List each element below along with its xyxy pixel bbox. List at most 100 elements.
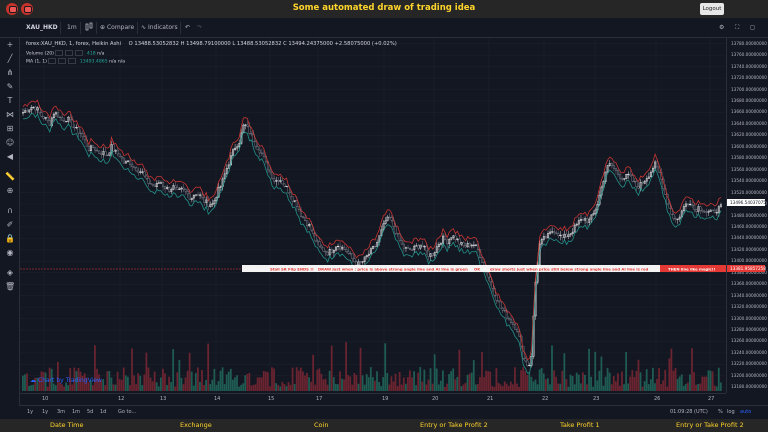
volume-bar xyxy=(176,372,179,391)
symbol-selector[interactable]: XAU_HKD xyxy=(26,24,58,31)
price-chart[interactable]: Stall SR Flip ENDS !! DRAW just when : p… xyxy=(20,38,726,393)
timeframe-1y-b[interactable]: 1y xyxy=(42,409,49,415)
footer-entry-tp2-b[interactable]: Entry or Take Profit 2 xyxy=(676,421,744,429)
pattern-icon[interactable]: ⋈ xyxy=(6,110,14,119)
footer-date-time[interactable]: Date Time xyxy=(50,421,84,429)
volume-bar xyxy=(619,385,621,391)
legend-eye-icon[interactable] xyxy=(55,50,64,56)
volume-bar xyxy=(705,376,708,391)
legend-volume-row: Volume (20) 418 n/a xyxy=(26,50,104,57)
price-tick: 13200.00000000 xyxy=(731,372,767,378)
utc-clock[interactable]: 01:09:28 (UTC) xyxy=(670,409,708,415)
volume-bar xyxy=(232,379,234,391)
footer-tp1[interactable]: Take Profit 1 xyxy=(560,421,600,429)
candle-body xyxy=(645,178,648,182)
legend-eye-icon[interactable] xyxy=(48,58,57,64)
volume-bar xyxy=(197,367,199,391)
indicators-button[interactable]: ∿ Indicators xyxy=(141,22,178,34)
volume-bar xyxy=(699,383,702,391)
volume-bar xyxy=(695,384,697,391)
settings-gear-icon[interactable]: ⚙ xyxy=(719,24,725,31)
stay-drawing-icon[interactable]: ✐ xyxy=(6,220,14,229)
timeframe-1d[interactable]: 1d xyxy=(100,409,107,415)
volume-bar xyxy=(269,386,271,391)
volume-bar xyxy=(507,385,510,391)
brush-icon[interactable]: ✎ xyxy=(6,82,14,91)
log-toggle[interactable]: log xyxy=(727,409,735,415)
screenshot-icon[interactable]: ◻ xyxy=(750,24,755,31)
volume-bar xyxy=(590,376,592,391)
legend-close-icon[interactable] xyxy=(68,58,77,64)
candle-body xyxy=(512,322,515,325)
time-tick: 14 xyxy=(214,396,221,402)
volume-bar xyxy=(719,382,722,391)
volume-bar xyxy=(674,368,677,391)
candle-body xyxy=(69,116,72,120)
legend-settings-icon[interactable] xyxy=(58,58,67,64)
price-axis[interactable]: 13780.00000000 13760.00000000 13740.000000… xyxy=(726,38,768,393)
candle-body xyxy=(159,182,162,184)
compare-button[interactable]: ⊕ Compare xyxy=(100,22,134,34)
volume-bar xyxy=(413,371,415,391)
ma-label[interactable]: MA (1, 1) xyxy=(26,59,47,65)
volume-bar xyxy=(225,374,228,391)
candle-body xyxy=(211,203,214,206)
undo-icon[interactable]: ↶ xyxy=(185,24,191,31)
lock-icon[interactable]: 🔒 xyxy=(5,234,15,243)
price-tick: 13560.00000000 xyxy=(731,166,767,172)
timeframe-1y[interactable]: 1y xyxy=(27,409,34,415)
eye-icon[interactable]: ◉ xyxy=(6,248,14,257)
fullscreen-icon[interactable]: ⛶ xyxy=(735,24,740,31)
trash-icon[interactable]: 🗑 xyxy=(5,282,16,291)
candle-body xyxy=(466,242,469,248)
layers-icon[interactable]: ◈ xyxy=(6,268,14,277)
pitchfork-icon[interactable]: ⋔ xyxy=(6,68,14,77)
volume-bar xyxy=(444,386,446,391)
tradingview-watermark[interactable]: ☁ Chart by TradingView xyxy=(30,377,102,384)
volume-bar xyxy=(390,376,393,391)
candle-body xyxy=(709,209,712,212)
auto-toggle[interactable]: auto xyxy=(740,409,752,415)
text-icon[interactable]: T xyxy=(7,96,13,105)
volume-bar xyxy=(127,376,129,391)
interval-selector[interactable]: 1m xyxy=(67,24,77,31)
volume-bar xyxy=(77,368,80,391)
volume-label[interactable]: Volume (20) xyxy=(26,51,54,57)
time-tick: 19 xyxy=(382,396,389,402)
ruler-icon[interactable]: 📏 xyxy=(5,172,15,181)
series-title[interactable]: forex:XAU_HKD, 1, forex, Heikin Ashi xyxy=(26,41,122,47)
candle-body xyxy=(544,236,547,239)
percent-toggle[interactable]: % xyxy=(718,409,723,415)
candle-body xyxy=(271,171,274,179)
redo-icon[interactable]: ↷ xyxy=(197,24,203,31)
timeframe-5d[interactable]: 5d xyxy=(87,409,94,415)
volume-bar xyxy=(38,377,41,391)
legend-settings-icon[interactable] xyxy=(65,50,74,56)
legend-close-icon[interactable] xyxy=(75,50,84,56)
candle-body xyxy=(89,145,92,152)
candle-style-icon[interactable] xyxy=(85,22,93,34)
volume-bar xyxy=(120,379,123,391)
candle-body xyxy=(582,218,585,221)
trend-line-icon[interactable]: ╱ xyxy=(7,54,13,63)
prediction-icon[interactable]: ⊞ xyxy=(6,124,14,133)
volume-bar xyxy=(442,370,444,391)
back-arrow-icon[interactable]: ◀ xyxy=(6,152,14,161)
candle-body xyxy=(73,126,76,129)
logout-button[interactable]: Logout xyxy=(700,3,724,15)
time-axis[interactable]: 10 12 13 14 15 17 19 20 21 22 23 26 27 xyxy=(20,393,726,405)
volume-bar xyxy=(582,372,584,391)
crosshair-icon[interactable]: + xyxy=(6,40,14,49)
volume-bar xyxy=(104,385,107,391)
footer-exchange[interactable]: Exchange xyxy=(180,421,212,429)
volume-bar xyxy=(264,371,267,391)
zoom-in-icon[interactable]: ⊕ xyxy=(6,186,14,195)
magnet-icon[interactable]: ∩ xyxy=(7,206,13,215)
timeframe-3m[interactable]: 3m xyxy=(57,409,66,415)
icons-tool-icon[interactable]: ☺ xyxy=(5,138,15,147)
footer-entry-tp2[interactable]: Entry or Take Profit 2 xyxy=(420,421,488,429)
footer-coin[interactable]: Coin xyxy=(314,421,329,429)
timeframe-1m[interactable]: 1m xyxy=(72,409,81,415)
candle-body xyxy=(250,133,253,135)
goto-button[interactable]: Go to... xyxy=(118,409,137,415)
